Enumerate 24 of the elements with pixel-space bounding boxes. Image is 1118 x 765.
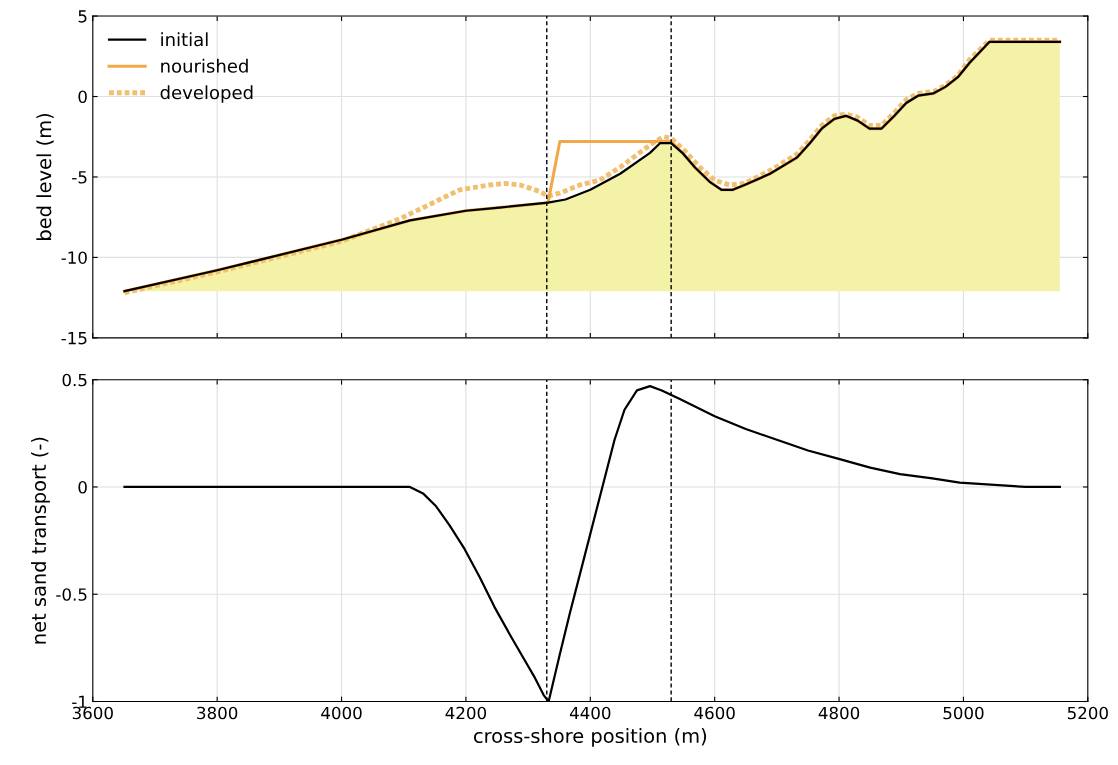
y-tick-label: -1 <box>72 695 87 708</box>
x-tick-label: 4200 <box>445 706 487 720</box>
x-tick-label: 3800 <box>197 706 238 720</box>
x-tick-label: 3600 <box>72 706 113 720</box>
y-axis-title: net sand transport (-) <box>31 437 50 644</box>
y-tick-label: 0 <box>78 90 87 104</box>
legend-label: initial <box>161 32 208 47</box>
x-axis-title: cross-shore position (m) <box>473 728 707 747</box>
x-tick-label: 4000 <box>321 706 362 720</box>
x-tick-label: 4800 <box>818 706 860 720</box>
x-tick-label: 5000 <box>943 706 984 720</box>
y-axis-title: bed level (m) <box>36 113 54 240</box>
x-tick-label: 5200 <box>1067 706 1108 720</box>
y-tick-label: -0.5 <box>56 588 87 601</box>
y-tick-label: 5 <box>78 10 87 23</box>
y-tick-label: -10 <box>61 251 87 264</box>
y-tick-label: 0.5 <box>62 373 87 387</box>
legend-label: developed <box>160 85 253 103</box>
y-tick-label: 0 <box>78 480 87 494</box>
y-tick-label: -5 <box>72 171 87 184</box>
x-tick-label: 4600 <box>694 706 735 720</box>
x-tick-label: 4400 <box>569 706 611 720</box>
y-tick-label: -15 <box>61 332 87 345</box>
legend-label: nourished <box>161 58 248 73</box>
